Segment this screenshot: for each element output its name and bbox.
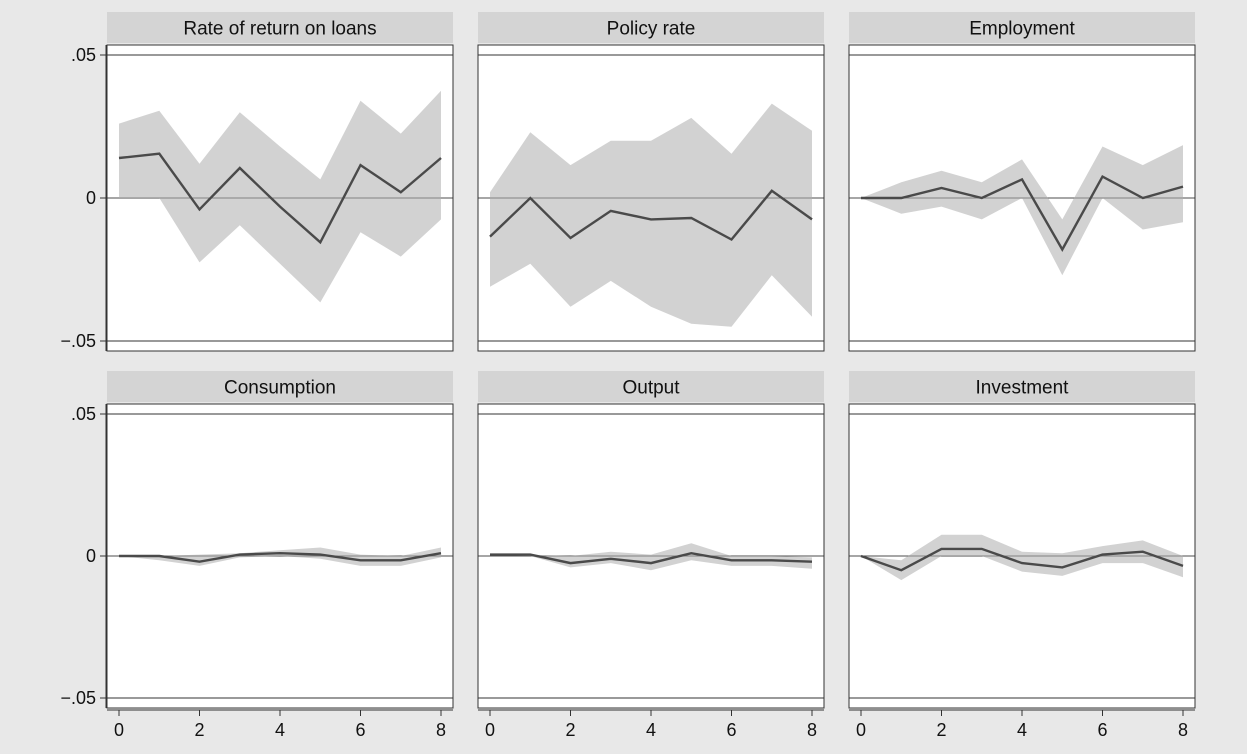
- confidence-band: [490, 103, 812, 327]
- y-tick-label: 0: [86, 546, 96, 566]
- x-tick-label: 2: [936, 720, 946, 740]
- x-tick-label: 4: [275, 720, 285, 740]
- panel-title-strip: [849, 371, 1195, 402]
- impulse-response-line: [861, 174, 1184, 252]
- x-tick-label: 4: [1017, 720, 1027, 740]
- panel-title: Rate of return on loans: [183, 19, 376, 40]
- y-tick-label: .05: [71, 45, 96, 65]
- panel-rate-of-return-on-loans: Rate of return on loans: [106, 12, 454, 352]
- x-tick-label: 2: [565, 720, 575, 740]
- x-tick-label: 6: [726, 720, 736, 740]
- panel-investment: Investment: [848, 371, 1196, 709]
- x-tick-label: 8: [807, 720, 817, 740]
- x-tick-label: 0: [114, 720, 124, 740]
- y-tick-label: −.05: [60, 331, 96, 351]
- impulse-response-line: [118, 152, 442, 245]
- x-tick-label: 2: [194, 720, 204, 740]
- panel-title-strip: [478, 371, 824, 402]
- impulse-response-line: [119, 551, 442, 563]
- panel-title-strip: [107, 12, 453, 43]
- panel-employment: Employment: [848, 12, 1196, 352]
- panel-title: Consumption: [224, 378, 336, 399]
- shared-axes: .05 0 −.05 .05 0 −.05 0 2 4 6 8 0 2 4 6 8 0 2 4 6 8: [60, 45, 1195, 740]
- confidence-band: [861, 534, 1183, 581]
- x-tick-label: 6: [355, 720, 365, 740]
- panel-title-strip: [107, 371, 453, 402]
- panel-title-strip: [478, 12, 824, 43]
- panel-consumption: Consumption: [106, 371, 454, 709]
- panels: Rate of return on loans Policy rate Employ…: [106, 12, 1196, 709]
- x-tick-label: 4: [646, 720, 656, 740]
- y-tick-label: 0: [86, 188, 96, 208]
- y-tick-label: −.05: [60, 688, 96, 708]
- panel-policy-rate: Policy rate: [477, 12, 825, 352]
- panel-title: Investment: [976, 378, 1070, 399]
- panel-title: Output: [622, 378, 680, 399]
- x-tick-label: 0: [856, 720, 866, 740]
- confidence-band: [119, 90, 441, 303]
- panel-title-strip: [849, 12, 1195, 43]
- impulse-response-line: [860, 547, 1184, 572]
- panel-title: Employment: [969, 19, 1075, 40]
- y-tick-label: .05: [71, 404, 96, 424]
- x-tick-label: 8: [1178, 720, 1188, 740]
- impulse-response-line: [490, 551, 813, 565]
- x-tick-label: 0: [485, 720, 495, 740]
- impulse-response-line: [489, 189, 813, 242]
- panel-output: Output: [477, 371, 825, 709]
- panel-title: Policy rate: [607, 19, 696, 40]
- x-tick-label: 6: [1097, 720, 1107, 740]
- x-tick-label: 8: [436, 720, 446, 740]
